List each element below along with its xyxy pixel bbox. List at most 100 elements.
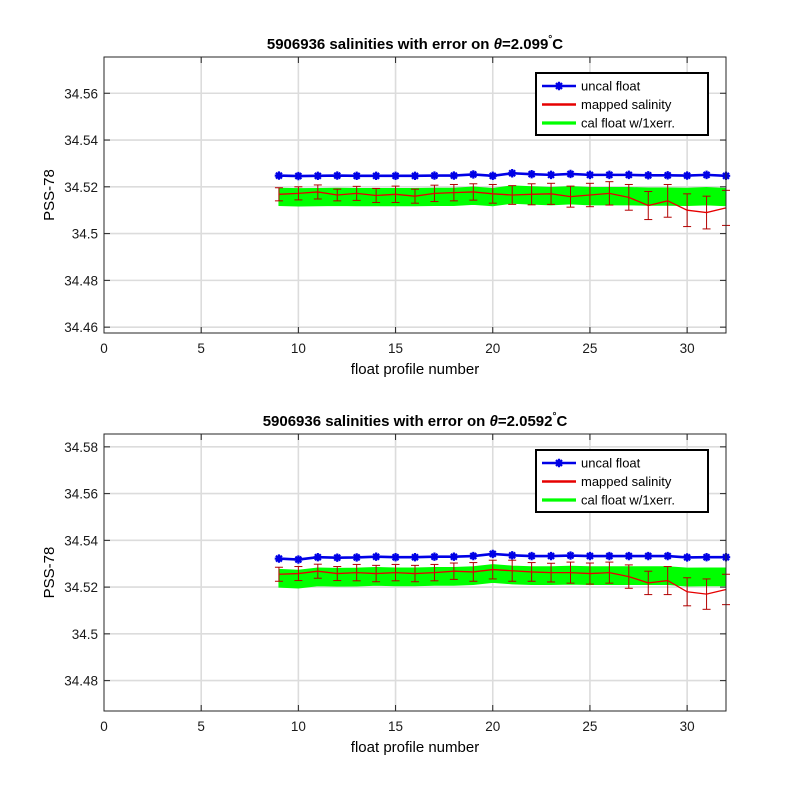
chart-title: 5906936 salinities with error on θ=2.059… [263, 411, 568, 430]
uncal-float-point [702, 170, 711, 180]
legend-label: cal float w/1xerr. [581, 493, 675, 508]
degree-sign: ° [552, 411, 556, 422]
uncal-float-point [371, 552, 381, 561]
x-tick-label: 30 [680, 719, 695, 734]
uncal-float-point [430, 552, 439, 561]
y-tick-label: 34.5 [72, 627, 98, 642]
uncal-float-point [333, 553, 342, 562]
title-value: =2.099 [502, 36, 548, 53]
x-axis-label: float profile number [351, 361, 479, 378]
title-theta: θ [494, 36, 503, 53]
x-tick-label: 15 [388, 719, 403, 734]
legend-item-cal: cal float w/1xerr. [542, 116, 675, 131]
x-tick-label: 15 [388, 341, 403, 356]
x-tick-label: 0 [100, 719, 108, 734]
uncal-float-point [605, 551, 614, 561]
mapped-error-bar [274, 187, 283, 202]
x-tick-label: 20 [485, 719, 500, 734]
legend-label: mapped salinity [581, 474, 672, 489]
y-tick-label: 34.54 [64, 533, 98, 548]
uncal-float-point [488, 171, 497, 181]
uncal-float-point [585, 170, 595, 180]
uncal-float-point [488, 549, 497, 559]
uncal-float-point [605, 170, 614, 180]
legend: uncal float mapped salinity cal float w/1x… [535, 72, 709, 136]
uncal-float-point [566, 169, 575, 179]
x-axis-label: float profile number [351, 739, 479, 756]
uncal-float-point [702, 552, 711, 562]
uncal-float-point [682, 171, 692, 180]
y-tick-label: 34.52 [64, 580, 98, 595]
legend-label: uncal float [581, 456, 641, 471]
legend-item-cal: cal float w/1xerr. [542, 493, 675, 508]
y-axis-label: PSS-78 [41, 169, 58, 221]
uncal-float-point [682, 553, 692, 562]
legend-item-mapped: mapped salinity [542, 474, 672, 489]
y-axis-label: PSS-78 [41, 547, 58, 599]
uncal-float-point [430, 171, 439, 180]
x-tick-label: 10 [291, 719, 306, 734]
uncal-float-point [663, 171, 672, 180]
legend-item-mapped: mapped salinity [542, 97, 672, 112]
uncal-float-point [527, 169, 536, 179]
uncal-float-point [313, 552, 323, 562]
legend-label: mapped salinity [581, 97, 672, 112]
title-theta: θ [489, 413, 498, 430]
uncal-float-point [410, 171, 420, 181]
x-tick-label: 25 [582, 341, 597, 356]
y-tick-label: 34.48 [64, 674, 98, 689]
y-tick-label: 34.5 [72, 227, 98, 242]
title-unit: C [552, 36, 563, 53]
y-tick-label: 34.54 [64, 133, 98, 148]
legend: uncal float mapped salinity cal float w/1x… [535, 449, 709, 513]
y-tick-label: 34.46 [64, 320, 98, 335]
uncal-float-point [371, 171, 381, 181]
legend-item-uncal: uncal float [542, 79, 641, 94]
legend-marker [554, 81, 564, 91]
uncal-float-point [410, 552, 420, 562]
uncal-float-point [644, 171, 653, 180]
uncal-float-point [507, 169, 517, 178]
x-tick-label: 5 [197, 719, 205, 734]
uncal-float-point [663, 551, 672, 561]
x-tick-label: 0 [100, 341, 108, 356]
y-tick-label: 34.56 [64, 487, 98, 502]
mapped-error-bar [274, 566, 283, 582]
uncal-float-point [585, 551, 595, 561]
x-tick-label: 25 [582, 719, 597, 734]
legend-marker [554, 458, 564, 468]
legend-item-uncal: uncal float [542, 456, 641, 471]
uncal-float-point [527, 551, 536, 561]
y-tick-label: 34.58 [64, 440, 98, 455]
uncal-float-point [274, 554, 284, 563]
uncal-float-point [546, 551, 556, 561]
legend-label: cal float w/1xerr. [581, 116, 675, 131]
title-prefix: 5906936 salinities with error on [263, 413, 490, 430]
uncal-float-point [449, 552, 459, 561]
uncal-float-point [507, 551, 517, 560]
y-tick-label: 34.52 [64, 180, 98, 195]
uncal-float-point [469, 170, 478, 179]
uncal-float-point [352, 171, 361, 181]
uncal-float-point [546, 170, 556, 180]
uncal-float-point [566, 551, 575, 560]
x-tick-label: 30 [680, 341, 695, 356]
y-tick-label: 34.48 [64, 273, 98, 288]
x-tick-label: 20 [485, 341, 500, 356]
y-tick-label: 34.56 [64, 86, 98, 101]
uncal-float-point [469, 551, 478, 561]
title-unit: C [556, 413, 567, 430]
mapped-salinity-line [278, 191, 727, 214]
uncal-float-point [391, 552, 400, 562]
chart-panel-2: 0 5 10 15 20 25 30 34.48 34.5 34.52 34.54 34.56 34.5… [41, 411, 731, 756]
uncal-float-point [333, 171, 342, 180]
chart-panel-1: 0 5 10 15 20 25 30 34.46 34.48 34.5 34.52 34.54 34.5… [41, 34, 731, 378]
uncal-float-point [449, 171, 459, 180]
uncal-float-point [294, 171, 303, 181]
uncal-float-point [313, 171, 323, 181]
title-value: =2.0592 [498, 413, 553, 430]
uncal-float-point [274, 171, 284, 180]
title-prefix: 5906936 salinities with error on [267, 36, 494, 53]
uncal-float-point [644, 551, 653, 561]
